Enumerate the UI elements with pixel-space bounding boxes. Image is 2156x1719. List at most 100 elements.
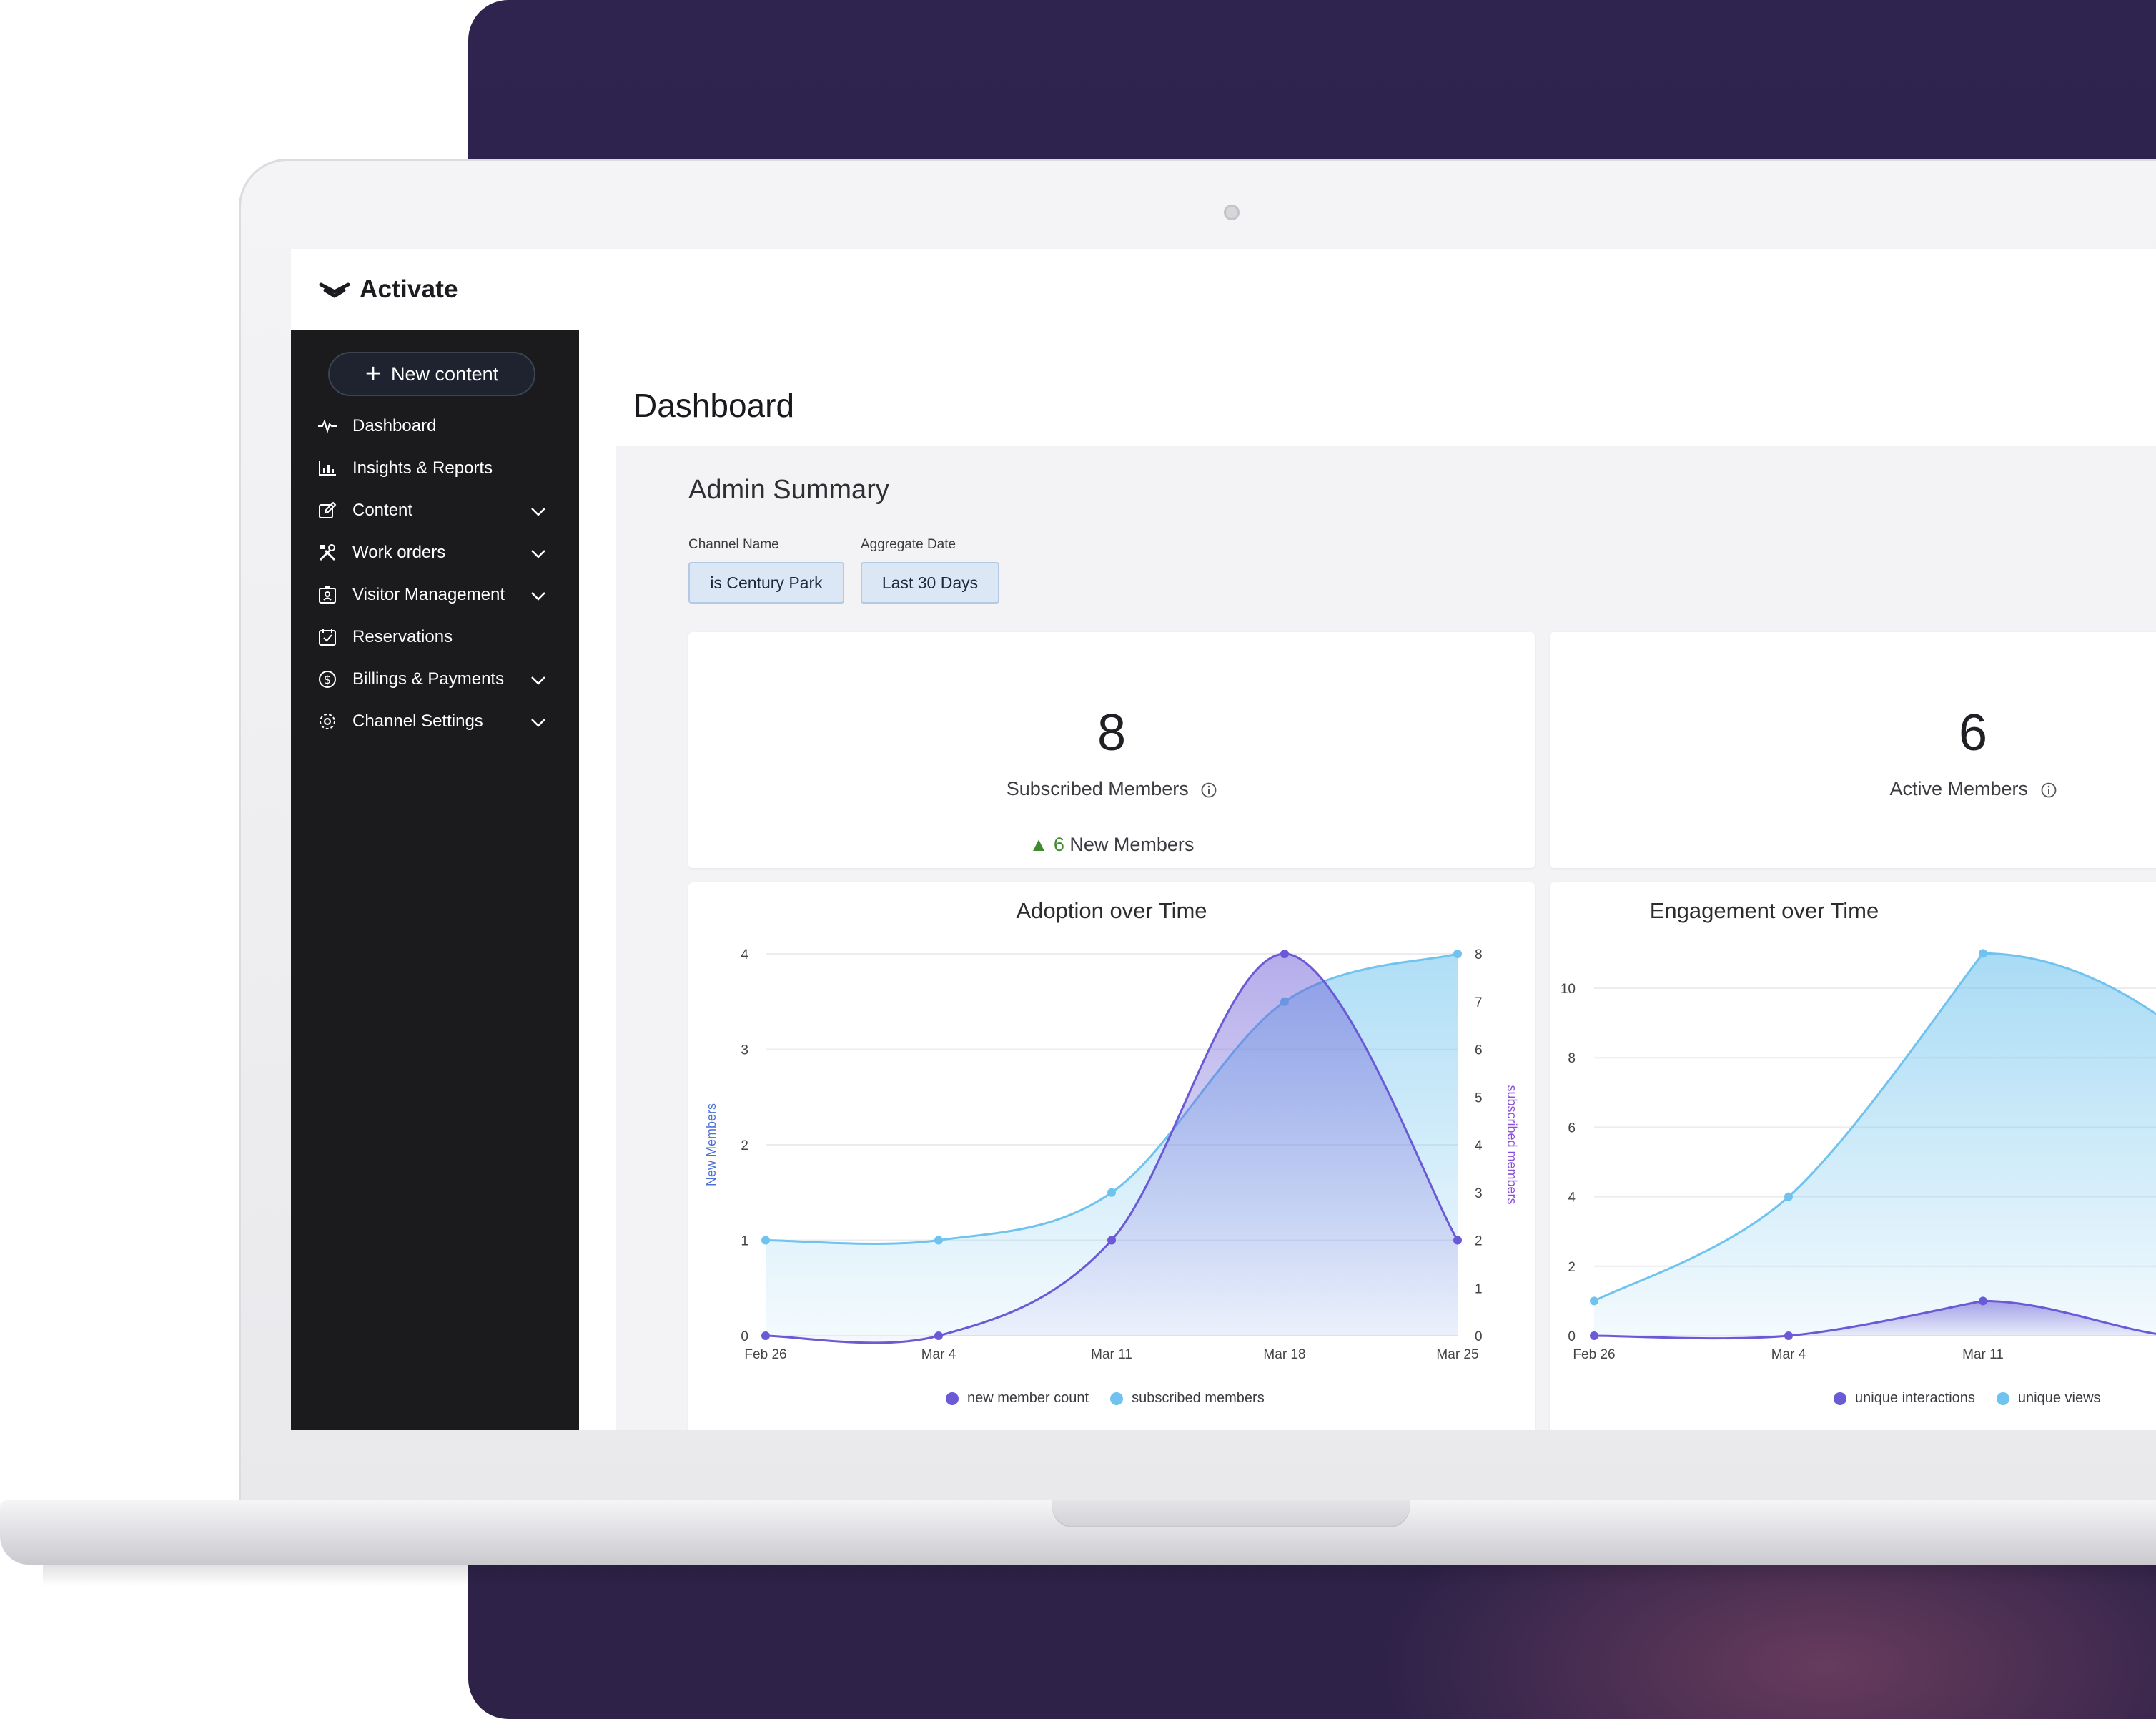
unique-views-point bbox=[1590, 1296, 1598, 1306]
main-content: Dashboard Admin Summary Channel Name is … bbox=[579, 330, 2156, 1430]
legend-swatch bbox=[1834, 1392, 1846, 1405]
info-icon[interactable] bbox=[1201, 782, 1217, 798]
y2-tick-label: 8 bbox=[1475, 947, 1483, 962]
sidebar-item-label: Visitor Management bbox=[352, 584, 505, 604]
arrow-up-icon: ▲ bbox=[1029, 834, 1049, 855]
chart-card-adoption: Adoption over Time 0 1 2 3 4 0 1 2 3 4 5 6 7 8 New Mem… bbox=[688, 882, 1535, 1430]
filter-channel-name[interactable]: is Century Park bbox=[688, 562, 844, 604]
tools-icon bbox=[317, 542, 338, 563]
unique-interactions-area bbox=[1594, 1301, 2156, 1339]
legend-item[interactable]: unique interactions bbox=[1834, 1390, 1975, 1407]
y-tick-label: 3 bbox=[741, 1043, 748, 1058]
unique-interactions-point bbox=[1979, 1296, 1987, 1306]
brand-name: Activate bbox=[360, 275, 458, 303]
chevron-down-icon[interactable] bbox=[529, 502, 548, 521]
chart-legend: unique interactions unique views bbox=[1834, 1390, 2122, 1407]
x-tick-label: Feb 26 bbox=[1573, 1347, 1615, 1362]
chart-title: Engagement over Time bbox=[1649, 898, 1879, 923]
filter-aggregate-date[interactable]: Last 30 Days bbox=[861, 562, 999, 604]
x-tick-label: Mar 18 bbox=[1263, 1347, 1305, 1362]
chart-title: Adoption over Time bbox=[1016, 898, 1207, 923]
delta-text: New Members bbox=[1069, 834, 1195, 855]
y-tick-label: 2 bbox=[741, 1138, 748, 1153]
admin-summary-panel: Admin Summary Channel Name is Century Pa… bbox=[616, 446, 2156, 1430]
legend-label: unique views bbox=[2017, 1390, 2101, 1406]
chevron-down-icon[interactable] bbox=[529, 671, 548, 689]
x-tick-label: Mar 25 bbox=[1436, 1347, 1478, 1362]
unique-views-point bbox=[1784, 1192, 1793, 1201]
filter-label-date: Aggregate Date bbox=[861, 537, 956, 552]
chevron-down-icon[interactable] bbox=[529, 544, 548, 563]
x-tick-label: Mar 11 bbox=[1962, 1347, 2004, 1362]
chevron-down-icon[interactable] bbox=[529, 586, 548, 605]
section-title: Admin Summary bbox=[688, 475, 889, 505]
stat-label: Subscribed Members bbox=[688, 778, 1535, 800]
stat-card-active: 6 Active Members bbox=[1550, 632, 2156, 868]
sidebar-item-label: Content bbox=[352, 500, 413, 520]
y-tick-label: 1 bbox=[741, 1234, 748, 1249]
new-content-button[interactable]: + New content bbox=[328, 352, 535, 396]
subscribed-members-point bbox=[1107, 1188, 1116, 1197]
edit-icon bbox=[317, 500, 338, 521]
svg-text:$: $ bbox=[324, 673, 331, 686]
y2-tick-label: 6 bbox=[1475, 1043, 1483, 1058]
top-bar: Activate bbox=[291, 249, 2156, 332]
legend-item[interactable]: new member count bbox=[946, 1390, 1089, 1407]
y2-tick-label: 3 bbox=[1475, 1186, 1483, 1201]
unique-views-point bbox=[1979, 949, 1987, 958]
sidebar-item-label: Dashboard bbox=[352, 415, 437, 435]
y2-tick-label: 5 bbox=[1475, 1090, 1483, 1105]
legend-label: subscribed members bbox=[1132, 1390, 1265, 1406]
id-badge-icon bbox=[317, 584, 338, 606]
sidebar-item-label: Billings & Payments bbox=[352, 669, 505, 689]
stat-label-text: Active Members bbox=[1889, 778, 2029, 799]
x-tick-label: Mar 4 bbox=[1771, 1347, 1806, 1362]
stat-card-subscribed: 8 Subscribed Members ▲ 6 New Members bbox=[688, 632, 1535, 868]
legend-swatch bbox=[946, 1392, 959, 1405]
engagement-chart: 0 2 4 6 8 10 Feb 26 Mar 4 Mar 11 bbox=[1561, 949, 2156, 1362]
calendar-check-icon bbox=[317, 626, 338, 648]
sidebar-nav: Dashboard Insights & Reports Content Work o… bbox=[291, 405, 579, 742]
legend-item[interactable]: unique views bbox=[1996, 1390, 2101, 1407]
x-tick-label: Mar 4 bbox=[921, 1347, 956, 1362]
pulse-icon bbox=[317, 415, 338, 437]
chevron-down-icon[interactable] bbox=[529, 713, 548, 732]
dollar-circle-icon: $ bbox=[317, 669, 338, 690]
legend-item[interactable]: subscribed members bbox=[1110, 1390, 1265, 1407]
unique-interactions-point bbox=[1590, 1331, 1598, 1340]
y2-tick-label: 4 bbox=[1475, 1138, 1483, 1153]
sidebar-item-work-orders[interactable]: Work orders bbox=[291, 531, 579, 573]
sidebar-item-content[interactable]: Content bbox=[291, 489, 579, 531]
laptop-shadow bbox=[43, 1565, 2156, 1586]
subscribed-members-point bbox=[1453, 950, 1462, 958]
new-member-count-point bbox=[761, 1331, 770, 1340]
info-icon[interactable] bbox=[2041, 782, 2057, 798]
sidebar-item-channel-settings[interactable]: Channel Settings bbox=[291, 700, 579, 742]
unique-views-area bbox=[1594, 953, 2156, 1336]
x-tick-label: Mar 11 bbox=[1091, 1347, 1132, 1362]
legend-swatch bbox=[1996, 1392, 2009, 1405]
unique-interactions-point bbox=[1784, 1331, 1793, 1340]
brand-logo[interactable]: Activate bbox=[318, 275, 458, 304]
y-tick-label: 10 bbox=[1561, 982, 1576, 997]
sidebar-item-label: Insights & Reports bbox=[352, 458, 493, 478]
laptop-notch bbox=[1052, 1500, 1410, 1527]
y-tick-label: 0 bbox=[741, 1329, 748, 1344]
sidebar-item-dashboard[interactable]: Dashboard bbox=[291, 405, 579, 447]
sidebar-item-billings-payments[interactable]: $ Billings & Payments bbox=[291, 658, 579, 700]
delta-value: 6 bbox=[1053, 834, 1064, 855]
new-member-count-point bbox=[1107, 1236, 1116, 1245]
stat-label-text: Subscribed Members bbox=[1006, 778, 1189, 799]
camera-icon bbox=[1224, 205, 1240, 220]
y-tick-label: 4 bbox=[741, 947, 748, 962]
new-member-count-point bbox=[1453, 1236, 1462, 1245]
new-content-label: New content bbox=[391, 363, 499, 385]
chart-legend: new member count subscribed members bbox=[946, 1390, 1286, 1407]
new-member-count-line bbox=[765, 952, 1459, 1344]
unique-interactions-line bbox=[1593, 1299, 2156, 1340]
sidebar-item-reservations[interactable]: Reservations bbox=[291, 616, 579, 658]
sidebar-item-insights-reports[interactable]: Insights & Reports bbox=[291, 447, 579, 489]
new-member-count-point bbox=[1280, 950, 1289, 958]
y2-tick-label: 2 bbox=[1475, 1234, 1483, 1249]
sidebar-item-visitor-management[interactable]: Visitor Management bbox=[291, 573, 579, 616]
